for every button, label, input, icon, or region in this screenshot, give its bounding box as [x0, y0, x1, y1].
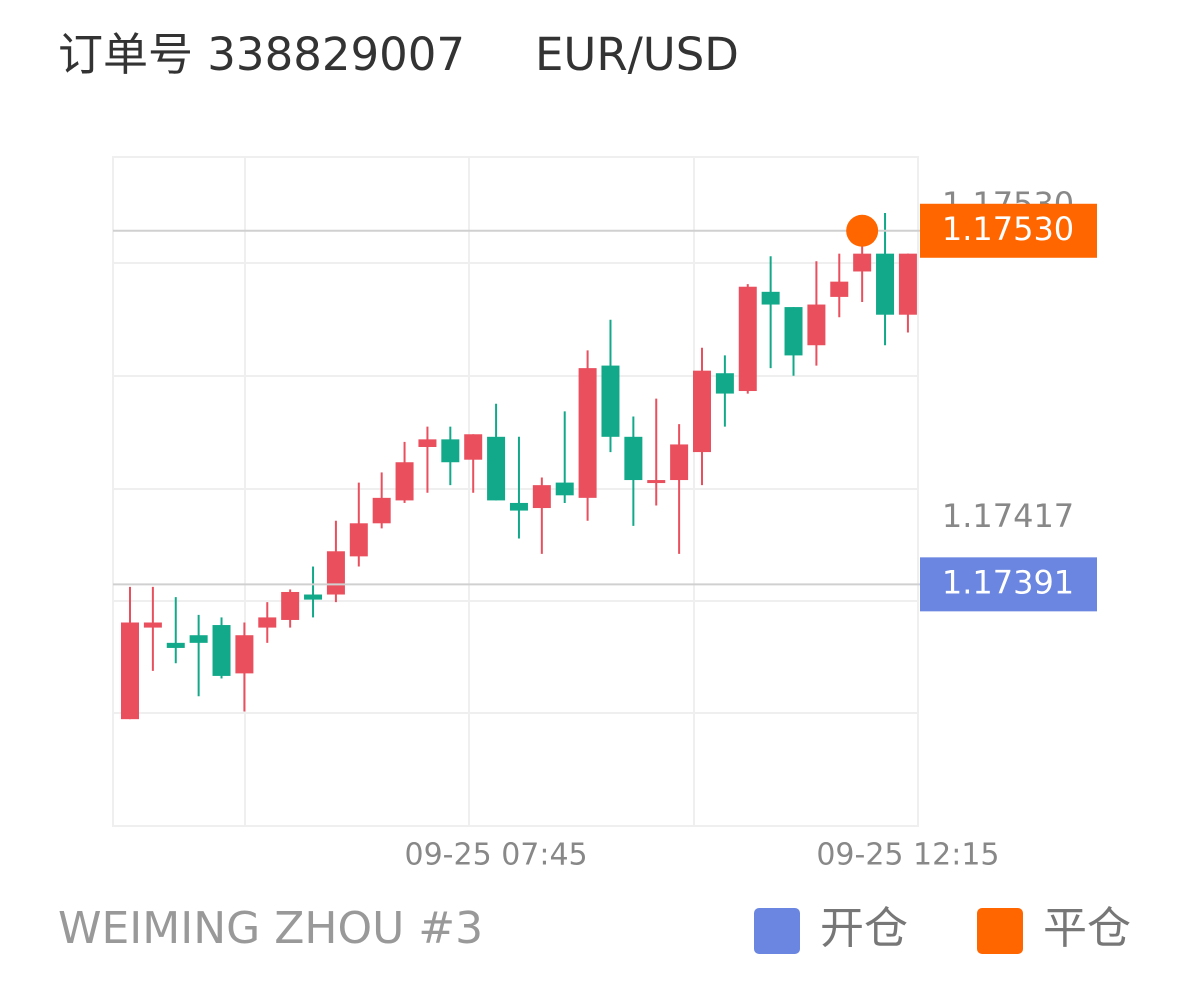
candle-body — [693, 370, 711, 453]
candle-body — [121, 622, 139, 720]
candle-body — [624, 436, 643, 481]
candle-body — [441, 439, 460, 463]
candle-body — [532, 485, 551, 509]
candle-body — [578, 368, 597, 498]
order-number: 订单号 338829007 — [58, 28, 465, 81]
legend-swatch — [977, 908, 1023, 954]
candle-body — [647, 480, 666, 484]
candle-body — [372, 497, 391, 524]
candle-body — [235, 635, 254, 674]
candle-body — [601, 365, 620, 437]
candle-body — [761, 291, 780, 305]
candle-body — [898, 253, 917, 315]
candle-body — [189, 635, 208, 643]
candle-body — [853, 253, 872, 272]
y-tick-label: 1.17417 — [942, 497, 1074, 535]
legend-swatch — [754, 908, 800, 954]
candle-body — [715, 373, 734, 394]
price-label: 1.17530 — [942, 210, 1074, 248]
x-tick-label: 09-25 12:15 — [816, 838, 999, 873]
candle-body — [304, 594, 323, 600]
candle-body — [487, 436, 506, 501]
plot-frame — [112, 156, 919, 827]
symbol: EUR/USD — [535, 28, 739, 81]
price-box — [920, 203, 1097, 258]
candle-body — [830, 281, 849, 297]
candle-body — [464, 434, 483, 460]
candle-body — [395, 462, 414, 501]
account: WEIMING ZHOU #3 — [58, 903, 483, 954]
candle-body — [738, 286, 757, 392]
candle-body — [143, 622, 162, 628]
candle-body — [258, 617, 277, 628]
legend-label: 开仓 — [820, 903, 908, 954]
candle-body — [807, 304, 826, 346]
candle-body — [166, 642, 185, 648]
x-tick-label: 09-25 07:45 — [404, 838, 587, 873]
candle-body — [212, 625, 231, 676]
candle-body — [555, 482, 574, 496]
candle-body — [349, 523, 368, 557]
price-label: 1.17391 — [942, 563, 1074, 601]
close-point — [846, 214, 879, 247]
price-box — [920, 557, 1097, 612]
candle-body — [509, 502, 528, 511]
candle-body — [326, 551, 345, 595]
candle-body — [418, 439, 437, 447]
candle-body — [784, 307, 803, 356]
candle-body — [281, 591, 300, 620]
candle-body — [876, 253, 895, 315]
legend-label: 平仓 — [1043, 903, 1131, 954]
candle-body — [670, 444, 689, 481]
